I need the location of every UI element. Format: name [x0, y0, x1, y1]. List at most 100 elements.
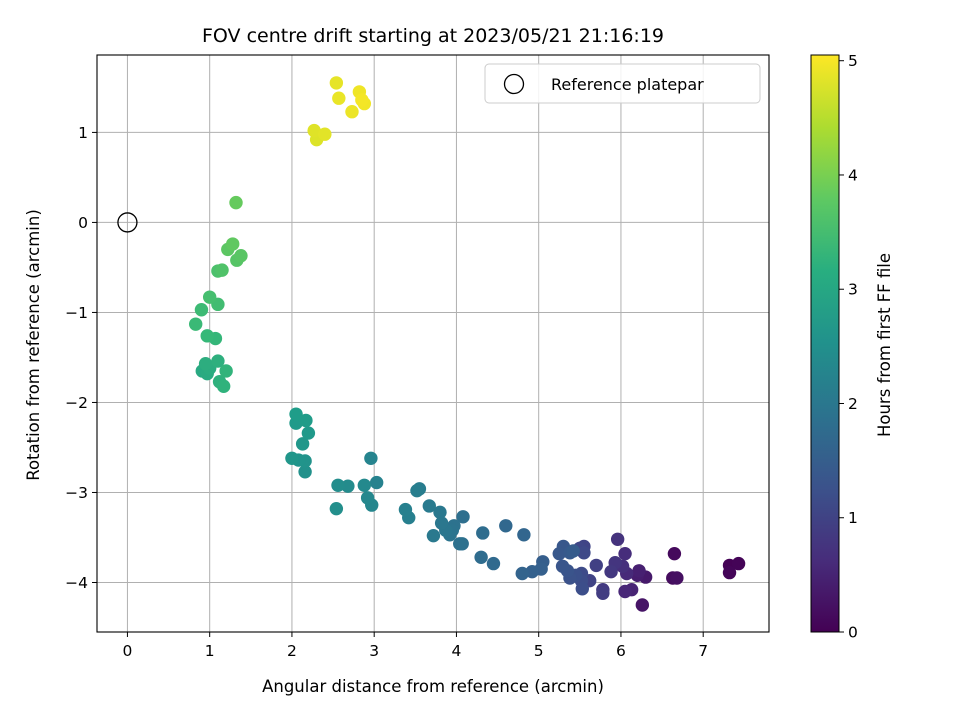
colorbar-tick-label: 2	[848, 395, 858, 413]
y-tick: −2	[65, 394, 97, 412]
data-point	[355, 93, 369, 107]
data-point	[410, 483, 424, 498]
data-point	[216, 379, 231, 393]
data-point	[369, 475, 384, 490]
data-point	[499, 519, 513, 533]
data-point	[433, 505, 447, 519]
data-point	[453, 537, 467, 551]
x-tick-label: 2	[287, 642, 297, 660]
chart-title: FOV centre drift starting at 2023/05/21 …	[202, 25, 664, 47]
y-tick-label: −4	[65, 574, 88, 592]
plot-frame	[96, 54, 770, 633]
data-point	[331, 478, 345, 492]
colorbar-tick-label: 3	[848, 281, 858, 299]
data-point	[229, 195, 243, 210]
data-point	[486, 556, 501, 571]
data-point	[566, 544, 580, 558]
x-tick: 3	[369, 632, 379, 660]
y-tick: −4	[65, 574, 97, 592]
y-tick-label: 1	[78, 124, 88, 142]
data-point	[552, 546, 566, 561]
x-axis-title: Angular distance from reference (arcmin)	[262, 677, 604, 696]
x-tick: 1	[205, 632, 215, 660]
legend-frame	[484, 63, 761, 104]
colorbar-tick: 5	[839, 52, 858, 70]
data-point	[398, 502, 413, 517]
y-tick: 0	[78, 214, 97, 232]
data-point	[426, 528, 441, 543]
data-point	[610, 532, 625, 546]
data-point	[341, 479, 355, 493]
data-point	[667, 546, 682, 561]
data-point	[604, 564, 618, 579]
x-tick-label: 5	[534, 642, 544, 660]
colorbar-gradient	[810, 54, 840, 633]
x-tick-label: 3	[369, 642, 379, 660]
data-point	[285, 451, 299, 465]
x-tick-label: 1	[205, 642, 215, 660]
data-point	[318, 127, 332, 141]
colorbar-ticks: 0 1 2 3 4 5	[839, 52, 858, 642]
data-point	[301, 426, 316, 440]
colorbar-title: Hours from first FF file	[875, 253, 894, 437]
data-point	[329, 501, 344, 516]
data-point	[577, 546, 591, 560]
data-point	[422, 499, 436, 513]
data-point	[596, 586, 610, 600]
data-point	[364, 451, 378, 465]
x-tick: 0	[122, 632, 132, 660]
data-point	[329, 76, 344, 90]
reference-point	[117, 212, 138, 233]
colorbar-tick-label: 4	[848, 166, 858, 184]
y-tick: 1	[78, 124, 97, 142]
colorbar-tick-label: 5	[848, 52, 858, 70]
data-point	[198, 357, 213, 371]
data-point	[632, 564, 646, 578]
data-point	[517, 528, 531, 542]
legend: Reference platepar	[484, 63, 761, 104]
x-tick: 4	[452, 632, 462, 660]
data-point	[345, 105, 359, 119]
data-point	[618, 584, 632, 599]
x-tick-label: 4	[452, 642, 462, 660]
colorbar: 0 1 2 3 4 5 Hours from first FF file	[810, 52, 894, 642]
legend-label-reference: Reference platepar	[551, 75, 704, 94]
data-point	[670, 571, 684, 585]
y-tick-label: −2	[65, 394, 88, 412]
data-point	[618, 546, 632, 561]
y-axis-ticks: −4 −3 −2 −1 0 1	[65, 124, 97, 592]
colorbar-tick: 4	[839, 166, 858, 184]
y-tick-label: −1	[65, 304, 88, 322]
x-tick-label: 6	[616, 642, 626, 660]
y-tick: −1	[65, 304, 97, 322]
colorbar-tick-label: 1	[848, 509, 858, 527]
data-point	[295, 437, 310, 451]
data-point	[357, 478, 372, 492]
data-point	[456, 510, 470, 524]
data-point	[298, 465, 312, 479]
reference-marker	[117, 212, 138, 233]
data-point	[575, 582, 589, 596]
x-tick: 6	[616, 632, 626, 660]
data-point	[525, 564, 539, 579]
colorbar-tick: 3	[839, 281, 858, 299]
x-tick-label: 7	[698, 642, 708, 660]
data-point	[360, 491, 375, 505]
data-point	[289, 407, 303, 421]
colorbar-tick: 0	[839, 624, 858, 642]
x-tick-label: 0	[122, 642, 132, 660]
x-tick: 2	[287, 632, 297, 660]
grid-lines	[97, 55, 769, 632]
data-point	[202, 290, 217, 304]
data-point	[722, 565, 737, 580]
data-point	[731, 556, 746, 571]
data-point	[332, 91, 346, 105]
x-tick: 7	[698, 632, 708, 660]
data-points	[189, 76, 746, 612]
data-point	[555, 559, 570, 573]
data-point	[226, 237, 240, 251]
data-point	[476, 526, 490, 540]
data-point	[589, 558, 603, 573]
data-point	[234, 249, 248, 263]
